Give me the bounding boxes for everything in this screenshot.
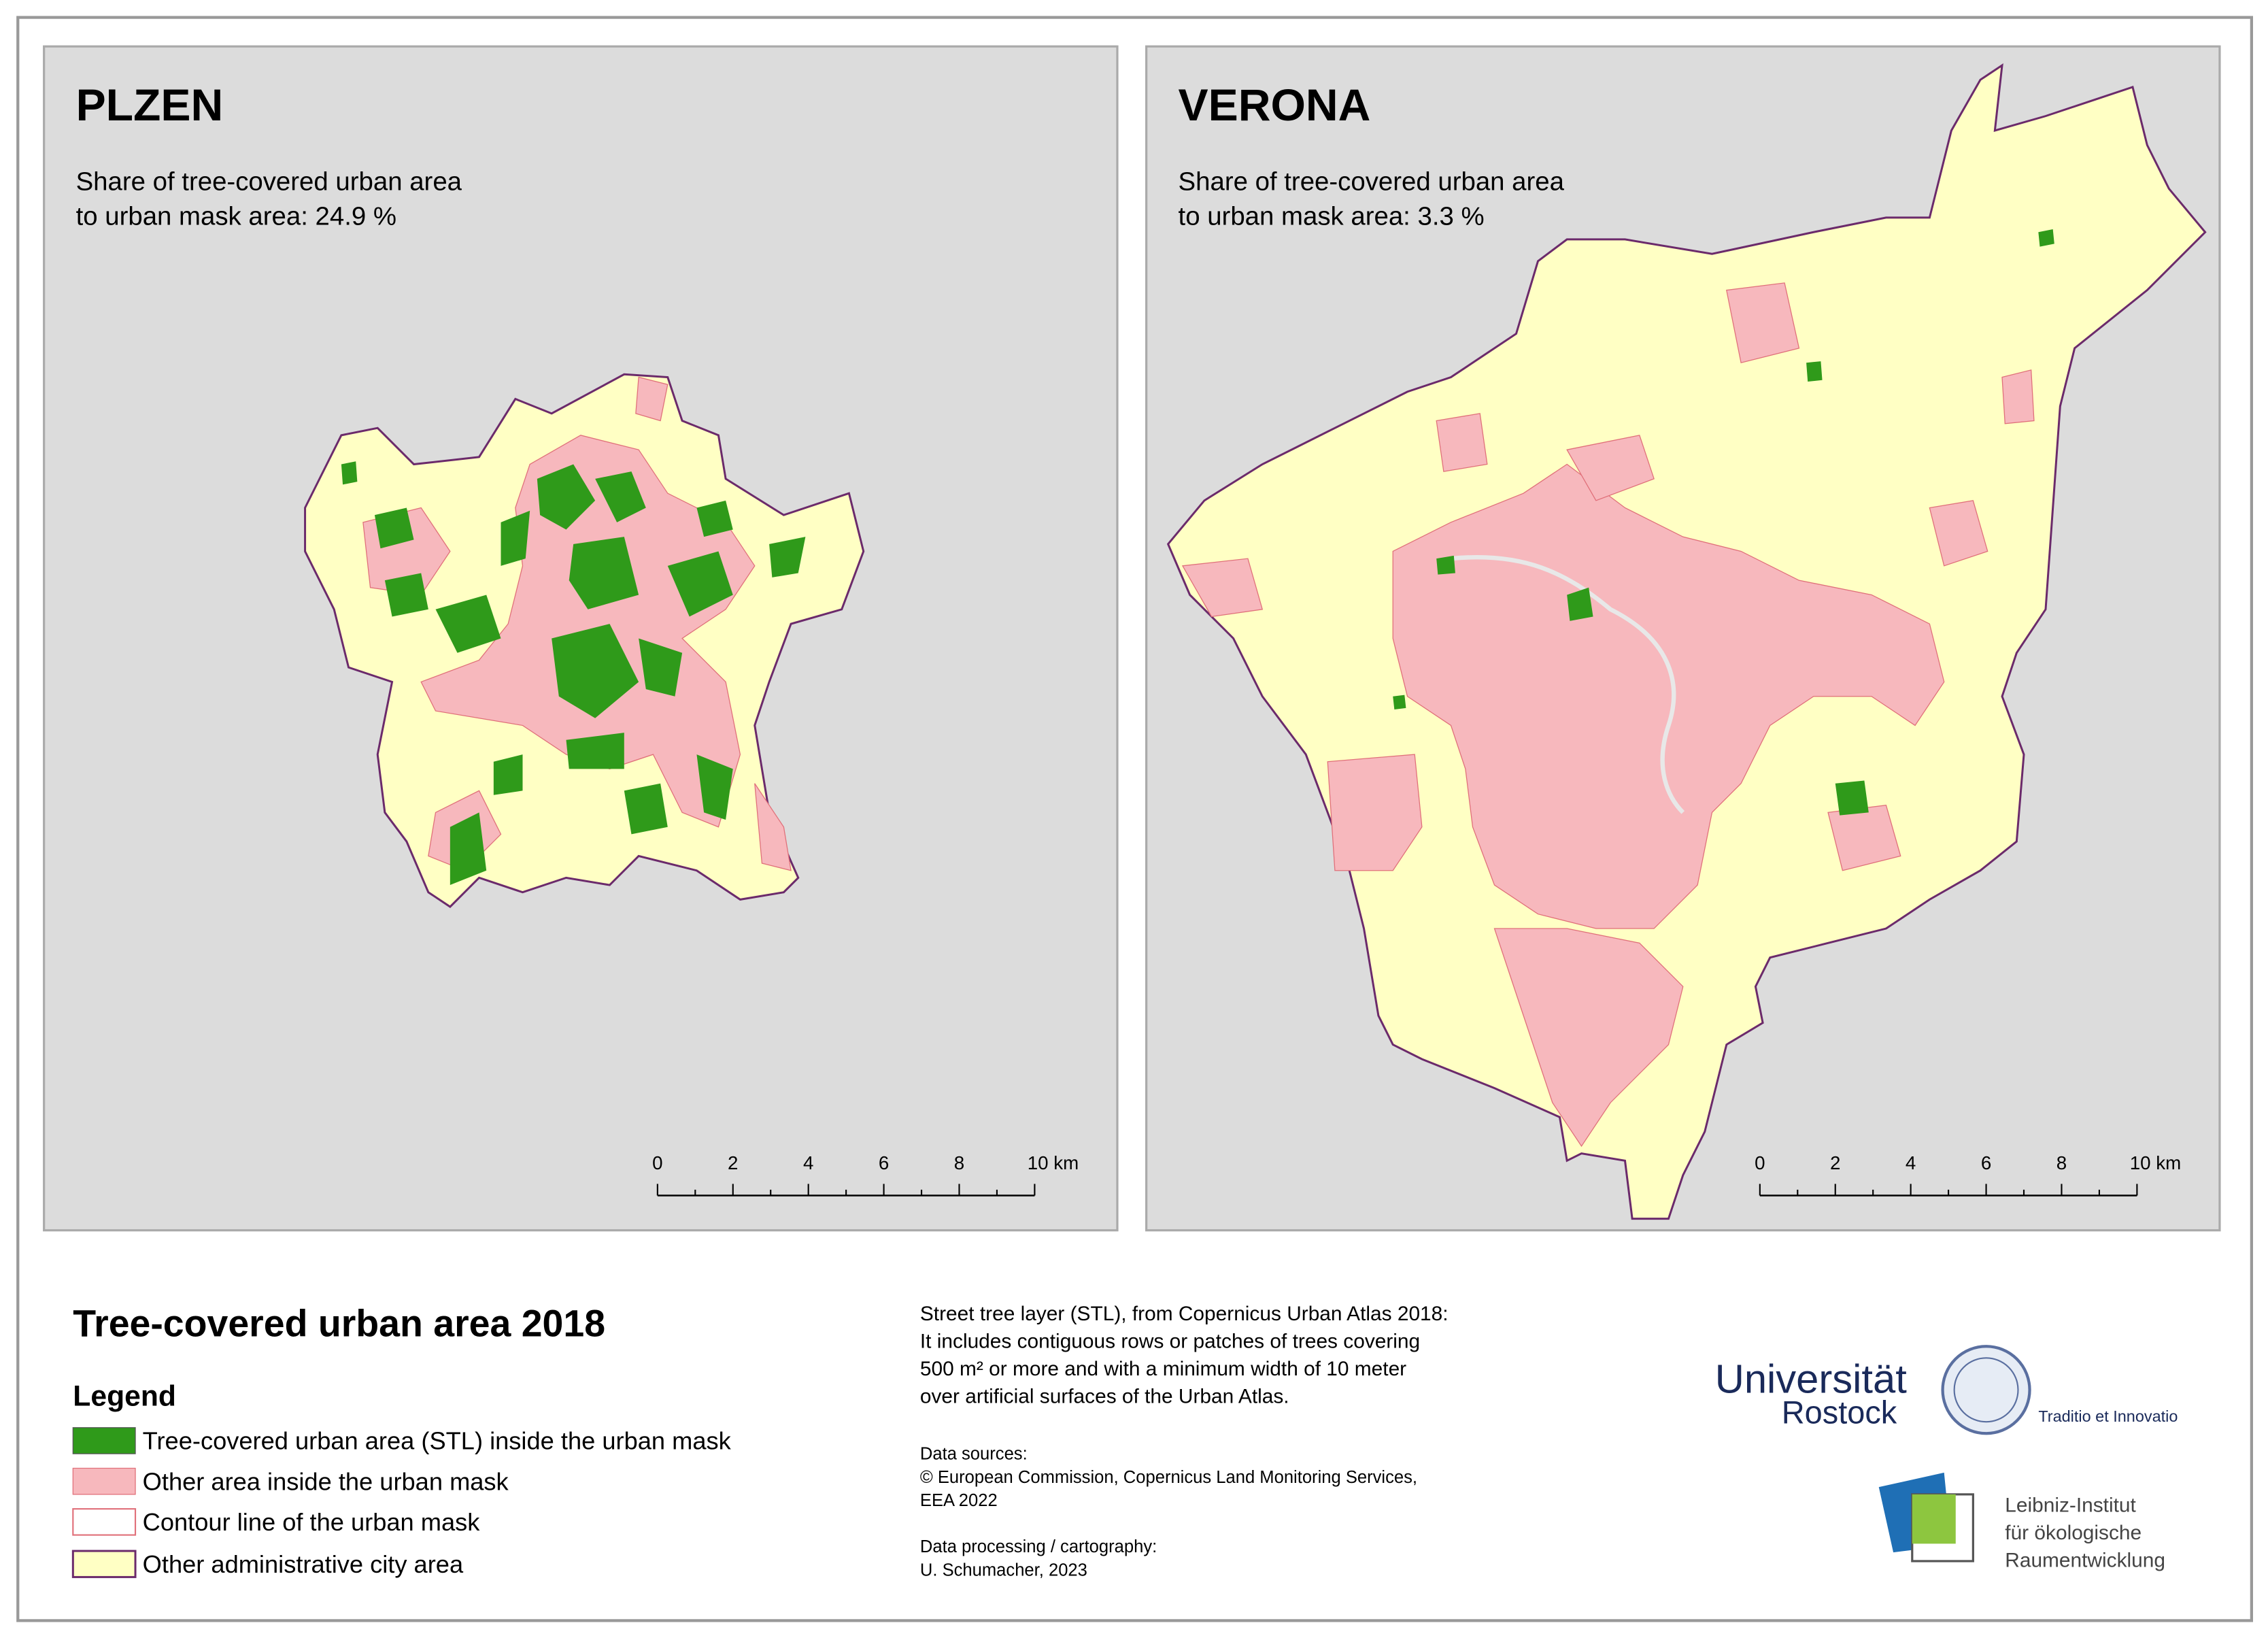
urban-mask	[2001, 369, 2035, 424]
source-line: EEA 2022	[920, 1491, 998, 1510]
tree-cover	[1393, 229, 2054, 816]
scale-label: 4	[1906, 1152, 1916, 1173]
share-text: Share of tree-covered urban area	[76, 167, 462, 196]
scale-label: 2	[728, 1152, 738, 1173]
credit-line: Data processing / cartography:	[920, 1537, 1157, 1556]
scale-label: 8	[2057, 1152, 2067, 1173]
tree-cover	[341, 461, 806, 886]
legend-title: Legend	[73, 1380, 176, 1413]
urban-mask	[1929, 500, 1988, 567]
urban-mask	[1436, 413, 1488, 472]
scale-bars: 0 2 4 6 8 10 km 0 2 4 6 8 10 km	[652, 1152, 2181, 1197]
river	[1451, 554, 1685, 814]
legend-label: Tree-covered urban area (STL) inside the…	[143, 1427, 732, 1455]
scale-label: 10 km	[1028, 1152, 1079, 1173]
logo-shape	[1912, 1494, 1956, 1544]
note-line: It includes contiguous rows or patches o…	[920, 1330, 1420, 1352]
logo-text: Rostock	[1782, 1394, 1897, 1430]
scale-label: 0	[652, 1152, 662, 1173]
scale-label: 6	[1981, 1152, 1991, 1173]
legend-swatch	[71, 1550, 137, 1578]
legend-label: Other administrative city area	[143, 1550, 464, 1578]
share-text: to urban mask area: 3.3 %	[1179, 202, 1485, 231]
frame	[16, 16, 2254, 1622]
legend-label: Contour line of the urban mask	[143, 1508, 481, 1536]
urban-mask	[1392, 463, 1945, 929]
logo-text: für ökologische	[2005, 1522, 2142, 1544]
urban-mask	[1181, 558, 1264, 618]
seal	[1953, 1357, 2019, 1423]
legend-swatch	[72, 1427, 136, 1454]
sheet-title: Tree-covered urban area 2018	[73, 1302, 605, 1344]
verona-map	[1166, 63, 2207, 1220]
scale-label: 10 km	[2130, 1152, 2181, 1173]
note-line: over artificial surfaces of the Urban At…	[920, 1385, 1289, 1407]
plzen-map	[304, 373, 865, 908]
urban-mask	[1327, 754, 1423, 871]
note-line: 500 m² or more and with a minimum width …	[920, 1358, 1406, 1380]
scale-label: 2	[1830, 1152, 1840, 1173]
logo-text: Raumentwicklung	[2005, 1549, 2165, 1571]
legend-label: Other area inside the urban mask	[143, 1467, 509, 1495]
share-text: Share of tree-covered urban area	[1179, 167, 1565, 196]
note-line: Street tree layer (STL), from Copernicus…	[920, 1303, 1449, 1325]
scale-label: 8	[954, 1152, 964, 1173]
urban-mask	[1566, 435, 1655, 501]
share-text: to urban mask area: 24.9 %	[76, 202, 396, 231]
source-line: Data sources:	[920, 1445, 1028, 1464]
motto: Traditio et Innovatio	[2038, 1407, 2178, 1425]
credit-line: U. Schumacher, 2023	[920, 1560, 1087, 1580]
scale-label: 6	[879, 1152, 889, 1173]
source-line: © European Commission, Copernicus Land M…	[920, 1468, 1417, 1487]
scale-label: 0	[1755, 1152, 1765, 1173]
scale-label: 4	[803, 1152, 813, 1173]
panel-title: PLZEN	[76, 80, 224, 131]
seal	[1941, 1345, 2031, 1435]
urban-mask	[635, 376, 668, 422]
panel-title: VERONA	[1179, 80, 1371, 131]
logo-text: Leibniz-Institut	[2005, 1494, 2136, 1516]
legend-swatch	[72, 1467, 136, 1495]
urban-mask	[1493, 928, 1684, 1148]
logo-text: Universität	[1715, 1356, 1907, 1402]
legend-swatch	[72, 1508, 137, 1536]
urban-mask	[754, 783, 792, 871]
urban-mask	[1726, 282, 1800, 363]
